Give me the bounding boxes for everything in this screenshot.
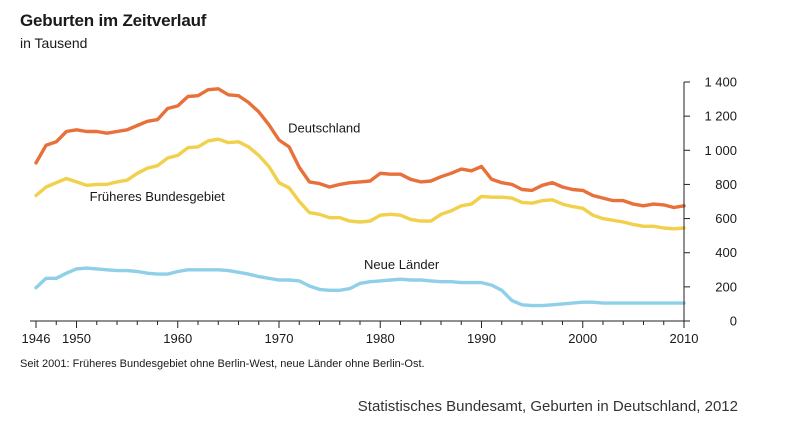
series-labels: Deutschland Früheres Bundesgebiet Neue Län… <box>90 121 440 272</box>
y-tick-label: 1 200 <box>704 109 737 124</box>
x-tick-label: 1960 <box>163 331 192 346</box>
y-tick-label: 200 <box>715 279 737 294</box>
x-tick-label: 1970 <box>265 331 294 346</box>
x-axis: 1946 1950 1960 1970 1980 1990 2000 2010 <box>22 321 699 346</box>
series-line-deutschland <box>34 87 686 210</box>
x-tick-label: 2000 <box>568 331 597 346</box>
y-tick-label: 400 <box>715 245 737 260</box>
y-axis: 0 200 400 600 800 1 000 1 200 1 400 <box>684 75 737 329</box>
y-tick-label: 1 000 <box>704 143 737 158</box>
series-line-früheres-bundesgebiet <box>34 137 686 231</box>
footnote: Seit 2001: Früheres Bundesgebiet ohne Be… <box>20 358 425 370</box>
series-line-neue-länder <box>34 266 686 308</box>
series-layer <box>34 87 686 308</box>
source-credit: Statistisches Bundesamt, Geburten in Deu… <box>357 398 738 415</box>
y-tick-label: 0 <box>730 314 737 329</box>
y-tick-label: 600 <box>715 211 737 226</box>
x-tick-label: 1980 <box>366 331 395 346</box>
series-label: Früheres Bundesgebiet <box>90 189 226 204</box>
x-tick-label: 1946 <box>22 331 51 346</box>
y-tick-label: 800 <box>715 177 737 192</box>
chart-title: Geburten im Zeitverlauf <box>20 11 207 30</box>
x-tick-label: 1990 <box>467 331 496 346</box>
x-tick-label: 2010 <box>670 331 699 346</box>
chart-subtitle: in Tausend <box>20 35 88 51</box>
x-tick-label: 1950 <box>62 331 91 346</box>
y-tick-label: 1 400 <box>704 75 737 90</box>
series-label: Deutschland <box>288 121 360 136</box>
series-label: Neue Länder <box>364 257 440 272</box>
